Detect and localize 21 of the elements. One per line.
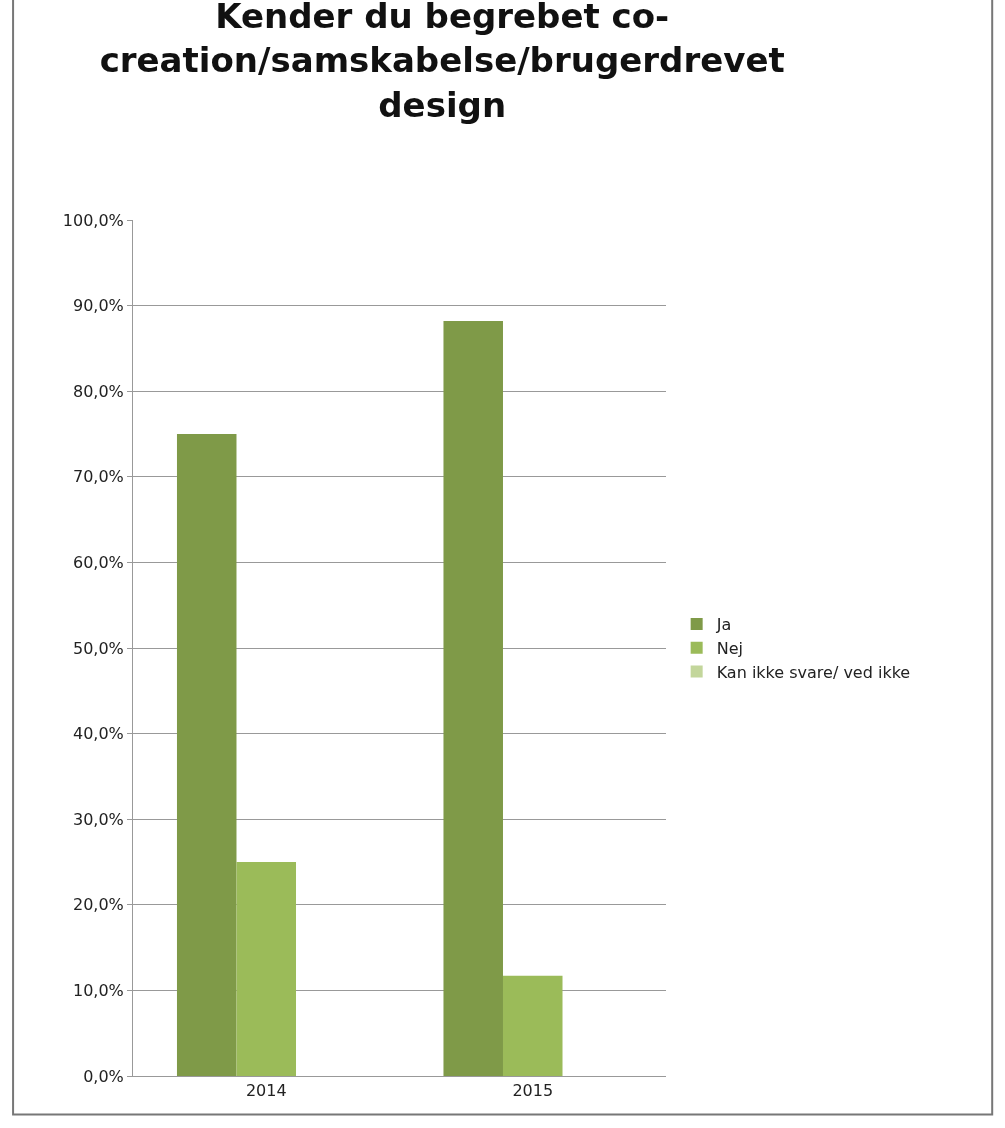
bar [502, 975, 563, 1076]
bar [443, 321, 503, 1076]
y-tick-label: 70,0% [72, 467, 124, 487]
y-tick-label: 20,0% [72, 895, 124, 915]
legend-label: Kan ikke svare/ ved ikke [716, 662, 911, 682]
y-tick-label: 40,0% [72, 724, 124, 744]
chart-title: Kender du begrebet co- creation/samskabelse/brugerdrevet design [99, 0, 785, 125]
y-tick-label: 50,0% [72, 638, 124, 658]
legend-label: Ja [715, 615, 732, 635]
x-tick-label: 2014 [245, 1081, 287, 1101]
y-tick-label: 80,0% [72, 381, 124, 401]
x-tick-label: 2015 [512, 1081, 554, 1101]
bar [236, 862, 297, 1076]
y-tick-label: 90,0% [72, 296, 124, 316]
y-tick-label: 10,0% [72, 981, 124, 1000]
bar [176, 434, 237, 1076]
y-tick-label: 60,0% [72, 553, 124, 572]
y-tick-label: 0,0% [83, 1066, 124, 1086]
y-tick-label: 30,0% [72, 809, 124, 829]
y-tick-label: 100,0% [62, 210, 124, 230]
legend-label: Nej [716, 638, 743, 658]
